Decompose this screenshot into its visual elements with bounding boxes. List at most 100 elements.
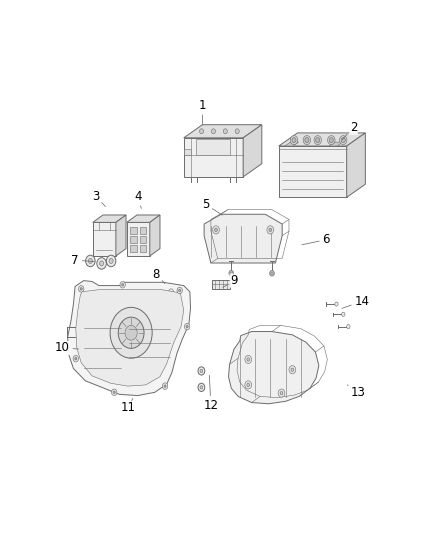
Circle shape [109,259,113,263]
Polygon shape [204,214,282,263]
Polygon shape [116,215,126,256]
Circle shape [111,389,117,395]
Circle shape [229,270,233,276]
Polygon shape [130,245,137,252]
Polygon shape [347,133,365,197]
Circle shape [118,317,144,349]
Circle shape [200,129,204,134]
Circle shape [198,383,205,391]
Text: 11: 11 [120,399,135,414]
Circle shape [80,288,82,290]
Circle shape [169,289,173,295]
Circle shape [113,391,115,393]
Circle shape [235,129,239,134]
Circle shape [122,284,124,286]
Polygon shape [285,142,299,146]
Text: 10: 10 [55,342,78,354]
Circle shape [186,325,188,328]
Text: 7: 7 [71,254,95,266]
Circle shape [86,255,95,266]
Circle shape [212,129,215,134]
Circle shape [270,270,274,276]
Text: 1: 1 [199,99,206,125]
Circle shape [329,138,333,143]
Circle shape [289,366,296,374]
Polygon shape [127,222,150,256]
Circle shape [280,391,283,395]
Circle shape [78,286,84,292]
Text: 3: 3 [92,190,106,206]
Polygon shape [229,332,319,404]
Circle shape [278,389,285,397]
Circle shape [164,385,166,387]
Polygon shape [150,215,160,256]
Polygon shape [279,133,365,146]
Polygon shape [184,138,243,177]
Circle shape [290,135,298,144]
Circle shape [179,289,181,292]
Circle shape [303,135,311,144]
Text: 2: 2 [342,121,357,140]
Circle shape [223,129,227,134]
Circle shape [73,356,78,362]
Circle shape [316,138,320,143]
Polygon shape [93,222,116,256]
Circle shape [97,257,106,269]
Text: 13: 13 [347,385,366,399]
Text: 6: 6 [302,233,330,246]
Circle shape [177,287,182,294]
Polygon shape [196,139,230,156]
Circle shape [328,135,335,144]
Circle shape [342,312,345,317]
Text: 14: 14 [342,295,369,309]
Polygon shape [77,336,85,340]
Circle shape [110,308,152,358]
Polygon shape [140,245,146,252]
Circle shape [184,324,190,330]
Circle shape [75,358,77,360]
Circle shape [339,135,347,144]
Polygon shape [140,227,146,234]
Polygon shape [279,146,347,197]
Circle shape [198,367,205,375]
Circle shape [245,356,251,364]
Polygon shape [329,142,343,146]
Polygon shape [130,227,137,234]
Circle shape [215,228,217,231]
Circle shape [335,302,338,306]
Circle shape [269,228,272,231]
Polygon shape [212,280,230,289]
Polygon shape [74,340,87,349]
Polygon shape [140,236,146,243]
Text: 8: 8 [152,268,165,284]
Circle shape [292,138,296,143]
Circle shape [88,259,92,263]
Polygon shape [76,290,184,386]
Circle shape [200,369,203,373]
Circle shape [200,386,203,389]
Polygon shape [184,149,191,156]
Circle shape [99,261,104,266]
Circle shape [247,358,250,361]
Circle shape [125,325,137,340]
Circle shape [305,138,309,143]
Circle shape [212,226,219,234]
Circle shape [267,226,274,234]
Circle shape [291,368,294,372]
Text: 12: 12 [203,375,219,412]
Polygon shape [130,236,137,243]
Polygon shape [184,125,262,138]
Circle shape [314,135,321,144]
Circle shape [120,281,125,288]
Circle shape [247,383,250,386]
Circle shape [341,138,345,143]
Circle shape [162,383,168,390]
Polygon shape [243,125,262,177]
Circle shape [245,381,251,389]
Text: 9: 9 [223,274,238,287]
Polygon shape [127,215,160,222]
Text: 5: 5 [202,198,222,215]
Text: 4: 4 [134,190,141,208]
Circle shape [346,325,350,329]
Polygon shape [67,281,191,395]
